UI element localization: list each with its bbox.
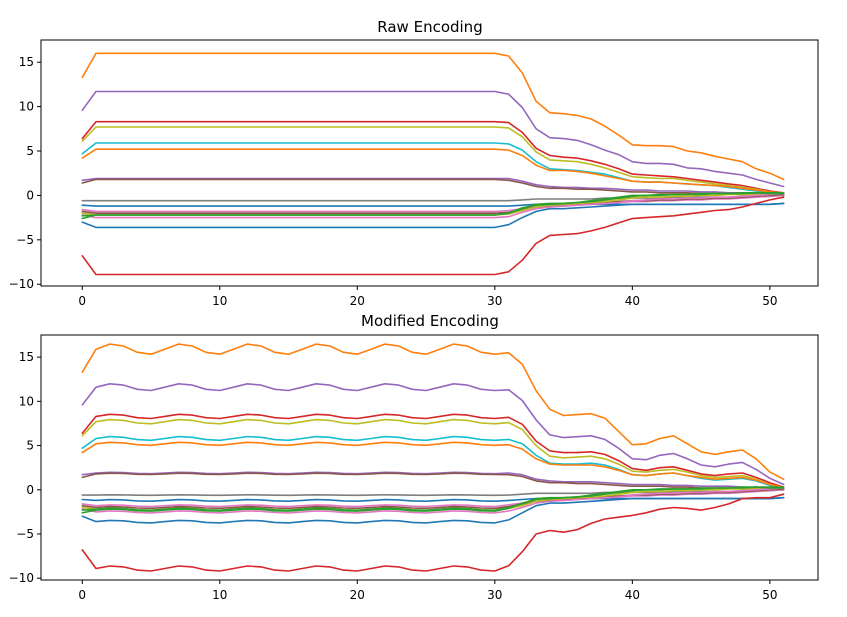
series-line-11 [81,488,785,510]
chart-title: Raw Encoding [377,18,482,36]
x-tick-label: 40 [625,588,640,602]
series-line-8 [81,194,785,202]
x-tick-label: 0 [78,294,86,308]
series-line-10 [81,489,785,508]
series-layer [81,52,785,276]
series-line-5 [81,441,785,488]
x-tick-label: 30 [487,294,502,308]
series-line-13 [81,192,785,219]
series-line-5 [81,148,785,194]
series-line-17 [81,493,785,572]
x-tick-label: 20 [350,588,365,602]
series-line-7 [81,472,785,491]
y-tick-label: 10 [19,100,34,114]
y-tick-label: 15 [19,350,34,364]
series-line-3 [81,126,785,195]
series-line-2 [81,413,785,488]
x-tick-label: 40 [625,294,640,308]
series-line-11 [81,193,785,214]
series-line-1 [81,90,785,188]
plot-frame [40,39,819,287]
x-tick-label: 0 [78,588,86,602]
series-line-15 [81,486,785,514]
series-line-8 [81,489,785,497]
series-line-6 [81,177,785,196]
y-tick-label: 0 [26,483,34,497]
y-tick-label: −5 [16,527,34,541]
series-layer [81,343,785,572]
series-line-2 [81,120,785,194]
series-line-3 [81,418,785,489]
y-tick-label: −10 [9,277,34,291]
y-tick-label: 15 [19,55,34,69]
x-tick-label: 50 [762,294,777,308]
chart-title: Modified Encoding [361,312,499,330]
y-tick-label: 10 [19,394,34,408]
series-line-15 [81,192,785,220]
series-line-0 [81,52,785,181]
x-tick-label: 20 [350,294,365,308]
y-tick-label: 0 [26,188,34,202]
series-line-13 [81,487,785,514]
y-tick-label: −10 [9,571,34,585]
y-tick-label: 5 [26,439,34,453]
tick-layer: 0 10 20 30 40 50 −10 −5 0 5 10 15 [9,350,778,602]
x-tick-label: 30 [487,588,502,602]
series-line-6 [81,471,785,490]
y-tick-label: 5 [26,144,34,158]
x-tick-label: 10 [212,588,227,602]
series-line-7 [81,178,785,197]
series-line-16 [81,202,785,229]
plot-frame [40,334,819,581]
series-line-16 [81,496,785,524]
tick-layer: 0 10 20 30 40 50 −10 −5 0 5 10 15 [9,55,778,308]
series-line-4 [81,142,785,195]
raw-encoding-panel: Raw Encoding 0 10 20 30 40 50 −10 −5 0 5 10 15 [9,18,819,308]
modified-encoding-panel: Modified Encoding 0 10 20 30 40 50 −10 −5 0 5 10 15 [9,312,819,602]
series-line-17 [81,196,785,276]
series-line-1 [81,383,785,486]
x-tick-label: 50 [762,588,777,602]
x-tick-label: 10 [212,294,227,308]
y-tick-label: −5 [16,233,34,247]
series-line-0 [81,343,785,480]
